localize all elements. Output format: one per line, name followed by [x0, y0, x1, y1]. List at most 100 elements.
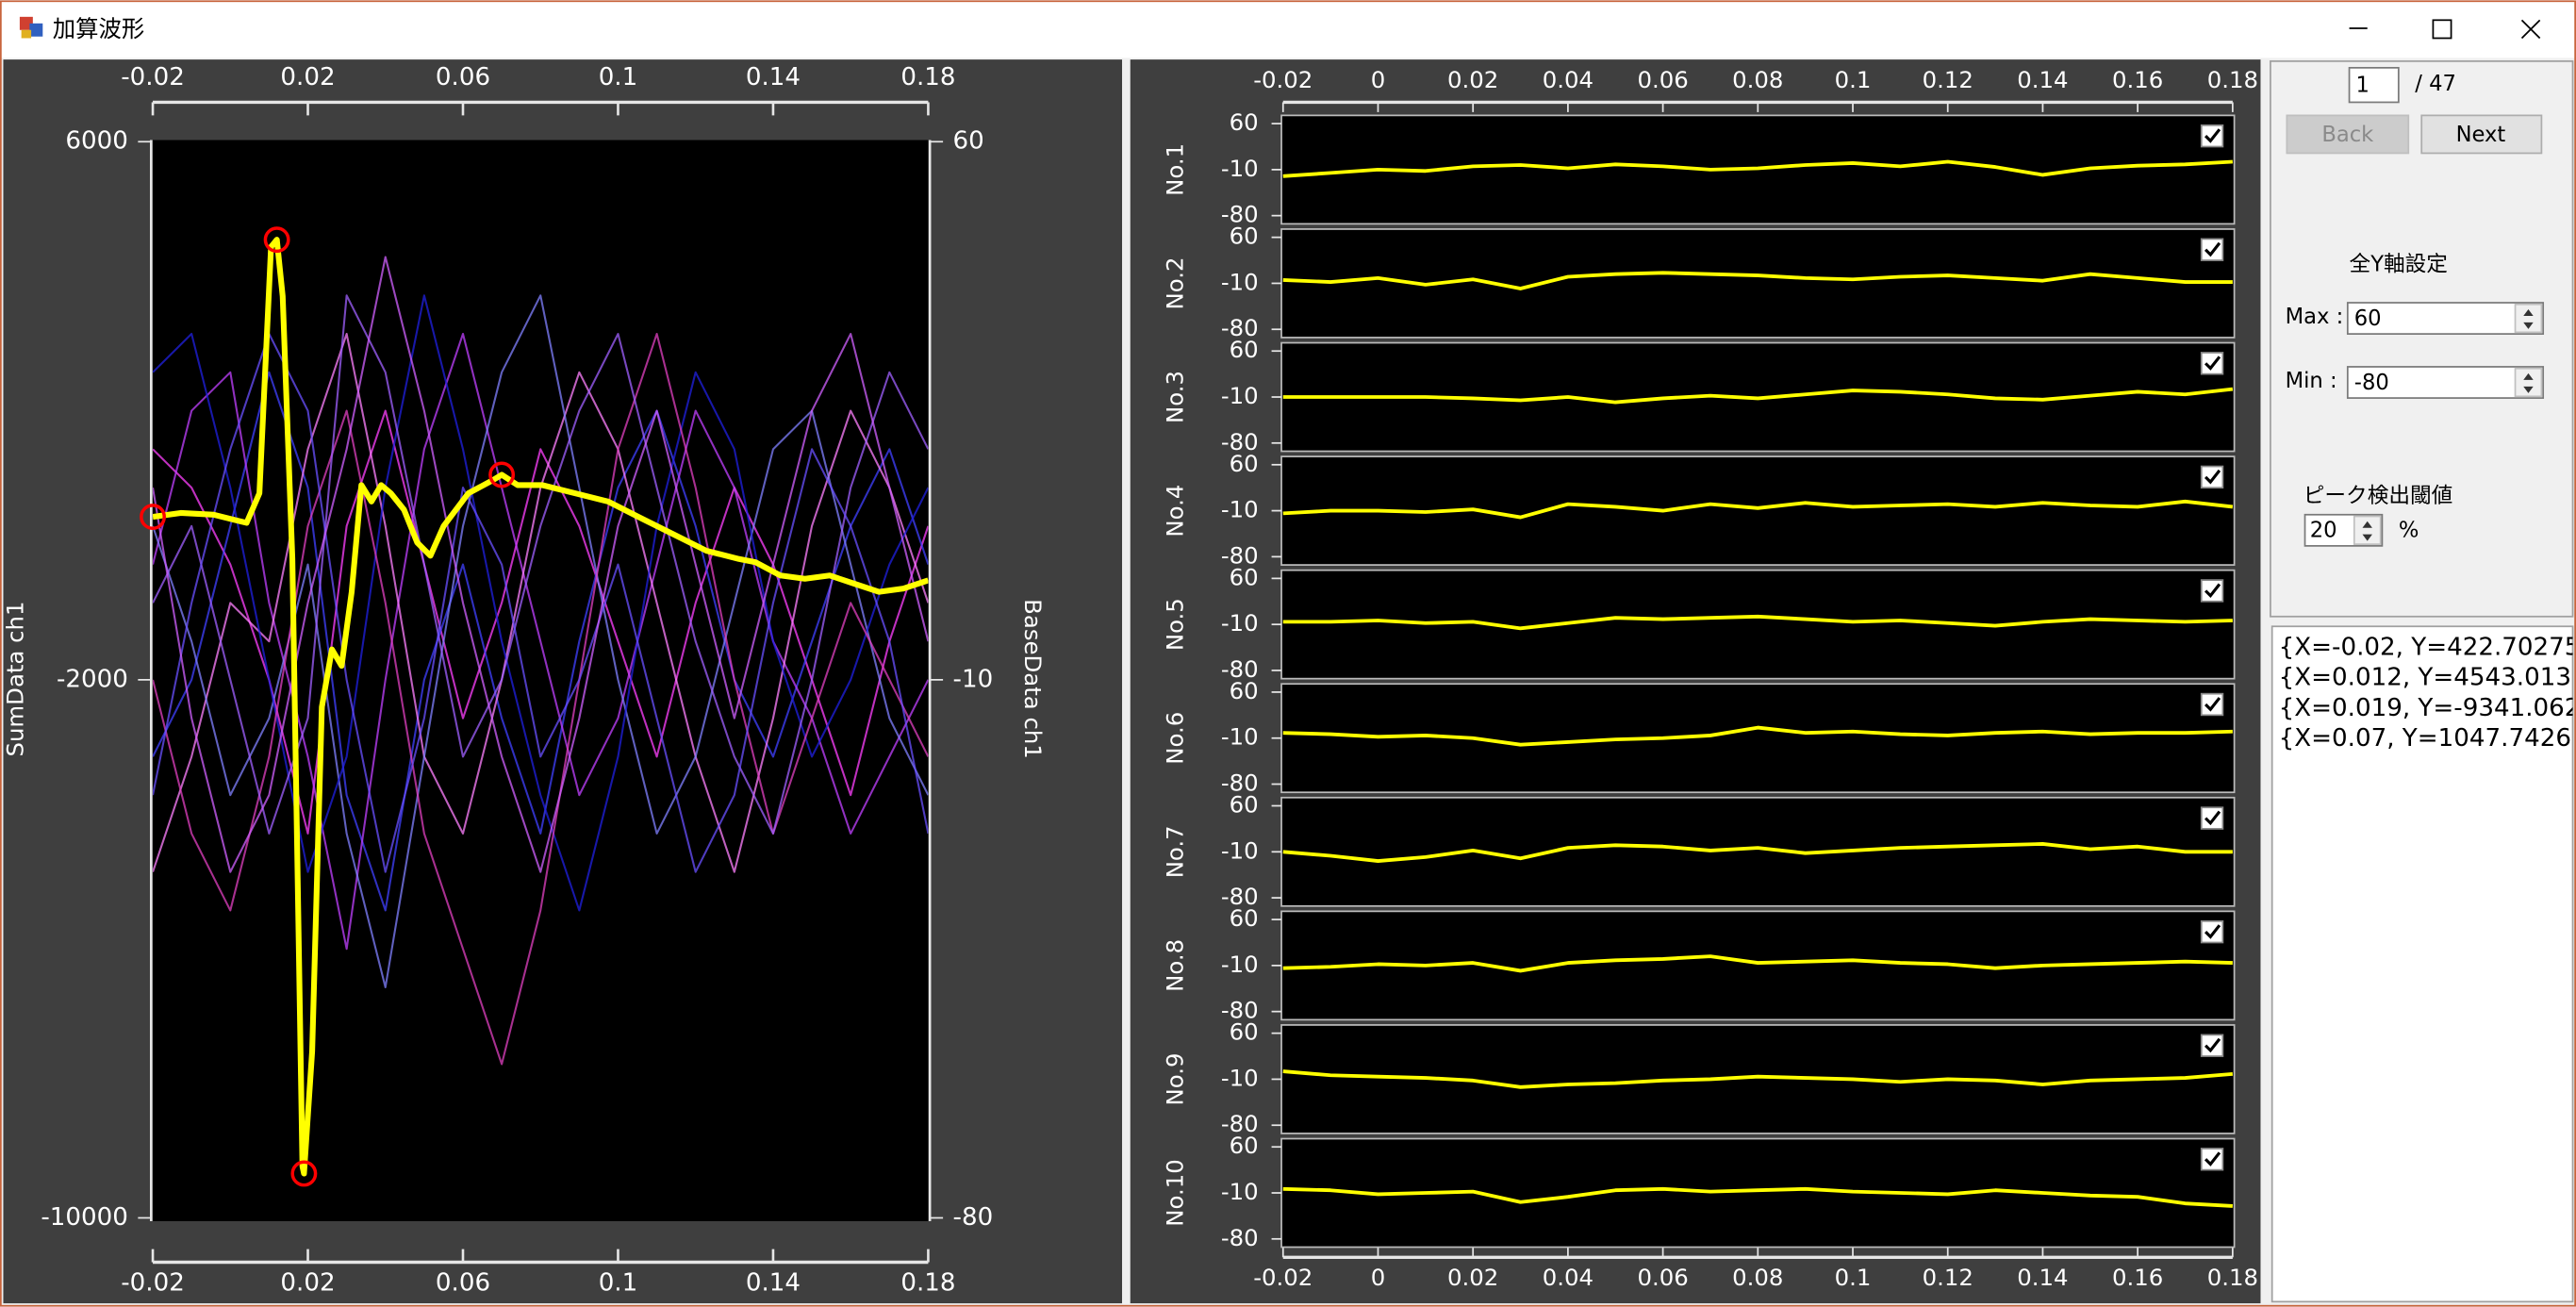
- y2-tick-label: 60: [953, 127, 984, 156]
- channel-name: No.2: [1162, 256, 1189, 309]
- channel-trace: [1282, 1186, 2233, 1208]
- y2-tick-label: -80: [953, 1203, 994, 1232]
- channel-name: No.1: [1162, 143, 1189, 196]
- title-bar: [0, 0, 2576, 58]
- channel-checkbox[interactable]: [2200, 238, 2224, 261]
- channel-checkbox[interactable]: [2200, 806, 2224, 830]
- channel-checkbox[interactable]: [2200, 919, 2224, 944]
- base-trace: [153, 256, 929, 873]
- maximize-button[interactable]: [2402, 3, 2485, 54]
- y-tick-label: -80: [1221, 1224, 1259, 1251]
- max-value: 60: [2354, 306, 2382, 331]
- channel-plot: [1280, 796, 2236, 907]
- y-tick-label: -10: [1221, 1178, 1259, 1205]
- channel-name: No.7: [1162, 825, 1189, 878]
- back-button[interactable]: [2286, 114, 2410, 155]
- x-tick-label: 0: [1371, 66, 1386, 93]
- base-trace: [153, 332, 929, 951]
- y-tick-label: 6000: [65, 127, 127, 156]
- peak-threshold-heading: ピーク検出閾値: [2304, 484, 2452, 508]
- x-tick-label: 0.02: [280, 1269, 335, 1298]
- y-tick-label: 60: [1230, 1018, 1259, 1046]
- checkbox-box: [2200, 124, 2224, 148]
- channel-trace: [1282, 1069, 2234, 1089]
- channel-checkbox[interactable]: [2200, 352, 2224, 375]
- x-tick-label: 0.18: [900, 63, 955, 91]
- y-tick-label: 60: [1230, 791, 1259, 819]
- checkbox-box: [2200, 465, 2224, 489]
- checkbox-check: [2204, 469, 2221, 485]
- x-tick-label: -0.02: [121, 1269, 185, 1298]
- min-input[interactable]: [2346, 366, 2545, 399]
- channel-trace: [1282, 614, 2233, 631]
- peak-list: {X=-0.02, Y=422.70275 {X=0.012, Y=4543.01…: [2279, 633, 2576, 753]
- max-label: Max :: [2286, 305, 2344, 329]
- channel-checkbox[interactable]: [2200, 465, 2224, 489]
- y-tick-label: -80: [1221, 997, 1259, 1024]
- y2-axis-label: BaseData ch1: [1019, 599, 1047, 759]
- max-input[interactable]: [2346, 302, 2545, 335]
- channel-checkbox[interactable]: [2200, 692, 2224, 717]
- y-tick-label: -80: [1221, 1110, 1259, 1137]
- y-tick-label: 60: [1230, 108, 1259, 136]
- x-tick-label: 0.06: [1637, 66, 1688, 93]
- x-tick-label: 0.06: [436, 63, 490, 91]
- peak-list-item: {X=0.019, Y=-9341.0625: [2279, 694, 2576, 722]
- x-tick-label: -0.02: [1253, 66, 1313, 93]
- peak-marker: [488, 461, 516, 488]
- x-tick-label: 0.1: [599, 1269, 638, 1298]
- y-tick-label: 60: [1230, 563, 1259, 590]
- channel-name: No.8: [1162, 939, 1189, 992]
- y-tick-label: -80: [1221, 769, 1259, 797]
- threshold-value: 20: [2310, 519, 2337, 543]
- x-tick-label: 0.14: [746, 63, 801, 91]
- next-button[interactable]: [2420, 114, 2543, 155]
- checkbox-check: [2204, 1151, 2221, 1166]
- peak-marker: [140, 504, 166, 531]
- x-tick-label: 0.08: [1732, 66, 1783, 93]
- channel-checkbox[interactable]: [2200, 124, 2224, 148]
- window-title: 加算波形: [53, 15, 145, 42]
- base-trace: [153, 294, 929, 988]
- checkbox-check: [2204, 356, 2221, 371]
- base-trace: [153, 294, 929, 835]
- x-tick-label: -0.02: [1253, 1264, 1313, 1291]
- min-spinner[interactable]: [2514, 367, 2543, 398]
- y-tick-label: -10: [1221, 268, 1259, 295]
- y-tick-label: 60: [1230, 336, 1259, 363]
- x-tick-label: 0.04: [1543, 1264, 1593, 1291]
- close-button[interactable]: [2486, 3, 2573, 54]
- y-tick-label: -10: [1221, 496, 1259, 523]
- y-tick-label: -10: [1221, 836, 1259, 864]
- checkbox-box: [2200, 238, 2224, 261]
- channel-checkbox[interactable]: [2200, 1148, 2224, 1171]
- checkbox-box: [2200, 919, 2224, 944]
- page-input[interactable]: [2348, 66, 2400, 104]
- x-tick-label: 0.06: [1637, 1264, 1688, 1291]
- max-spinner[interactable]: [2514, 303, 2543, 334]
- min-value: -80: [2354, 371, 2389, 395]
- x-tick-label: 0.16: [2112, 1264, 2163, 1291]
- checkbox-check: [2204, 583, 2221, 599]
- peak-marker: [263, 226, 290, 254]
- y-tick-label: 60: [1230, 677, 1259, 704]
- peak-list-box: [2271, 625, 2574, 1303]
- y-tick-label: 60: [1230, 904, 1259, 932]
- channel-checkbox[interactable]: [2200, 1034, 2224, 1057]
- x-tick-label: 0: [1371, 1264, 1386, 1291]
- channel-checkbox[interactable]: [2200, 579, 2224, 603]
- channel-name: No.10: [1162, 1159, 1189, 1226]
- threshold-spinner[interactable]: [2353, 515, 2382, 546]
- threshold-unit: %: [2399, 519, 2419, 543]
- channel-name: No.3: [1162, 371, 1189, 423]
- x-tick-label: 0.1: [1835, 66, 1872, 93]
- y-tick-label: -10: [1221, 155, 1259, 182]
- checkbox-check: [2204, 241, 2221, 257]
- channel-trace: [1282, 387, 2234, 405]
- y-tick-label: -80: [1221, 428, 1259, 455]
- x-tick-label: 0.04: [1543, 66, 1593, 93]
- minimize-button[interactable]: [2316, 3, 2399, 54]
- x-tick-label: 0.12: [1923, 1264, 1973, 1291]
- page-total: / 47: [2415, 72, 2456, 96]
